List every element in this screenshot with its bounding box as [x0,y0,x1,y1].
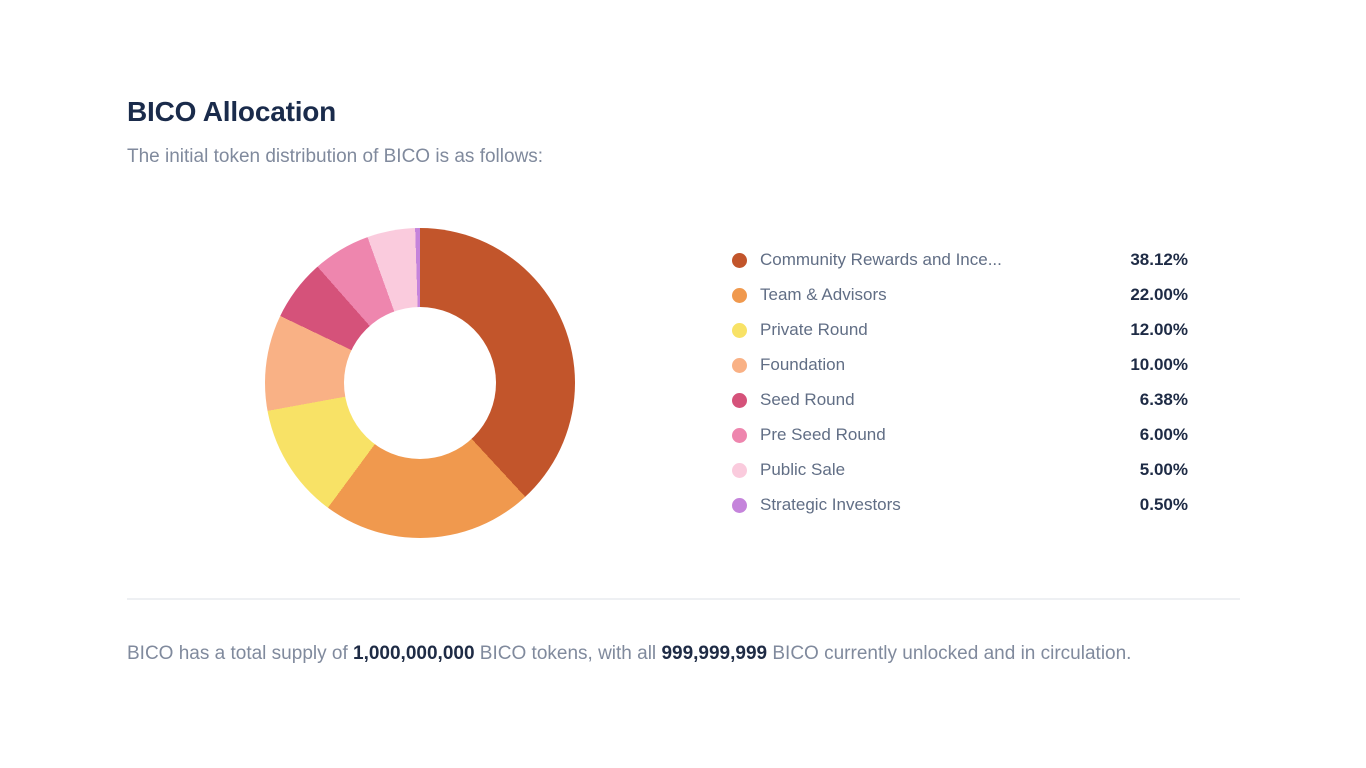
legend-label: Private Round [760,320,868,340]
donut-hole [344,306,496,459]
legend-color-dot [732,392,747,408]
legend-label: Pre Seed Round [760,425,886,445]
legend-value: 12.00% [1130,320,1188,340]
legend-label: Public Sale [760,460,846,480]
legend-row: Public Sale 5.00% [732,453,1188,488]
supply-number: 1,000,000,000 [353,642,475,664]
legend-label: Team & Advisors [760,285,887,305]
divider [127,597,1240,600]
legend-value: 6.38% [1139,390,1188,410]
legend-row: Pre Seed Round 6.00% [732,418,1188,453]
supply-text-segment: BICO currently unlocked and in circulati… [767,642,1132,664]
legend-value: 22.00% [1130,285,1188,305]
legend-color-dot [732,322,747,338]
legend-value: 0.50% [1139,495,1188,515]
supply-text-segment: BICO has a total supply of [127,642,354,664]
legend-label: Seed Round [760,390,855,410]
supply-number: 999,999,999 [661,642,768,664]
supply-paragraph: BICO has a total supply of 1,000,000,000… [127,638,1240,669]
legend-label: Community Rewards and Ince... [760,250,1002,270]
legend-value: 10.00% [1130,355,1188,375]
allocation-chart-row: Community Rewards and Ince... 38.12% Tea… [127,227,1240,538]
legend-row: Team & Advisors 22.00% [732,278,1188,313]
page-title: BICO Allocation [127,96,337,127]
legend-color-dot [732,497,747,513]
legend-row: Community Rewards and Ince... 38.12% [732,243,1188,278]
legend-row: Strategic Investors 0.50% [732,488,1188,523]
legend-value: 5.00% [1139,460,1188,480]
legend-color-dot [732,252,747,268]
legend-value: 38.12% [1130,250,1188,270]
page-subtitle: The initial token distribution of BICO i… [127,146,544,168]
legend-color-dot [732,287,747,303]
legend: Community Rewards and Ince... 38.12% Tea… [732,243,1188,523]
legend-color-dot [732,357,747,373]
legend-color-dot [732,462,747,478]
legend-row: Private Round 12.00% [732,313,1188,348]
legend-row: Seed Round 6.38% [732,383,1188,418]
legend-label: Foundation [760,355,846,375]
legend-color-dot [732,427,747,443]
supply-text-segment: BICO tokens, with all [474,642,662,664]
legend-value: 6.00% [1139,425,1188,445]
donut-chart-wrap [265,227,575,538]
legend-row: Foundation 10.00% [732,348,1188,383]
legend-label: Strategic Investors [760,495,901,515]
